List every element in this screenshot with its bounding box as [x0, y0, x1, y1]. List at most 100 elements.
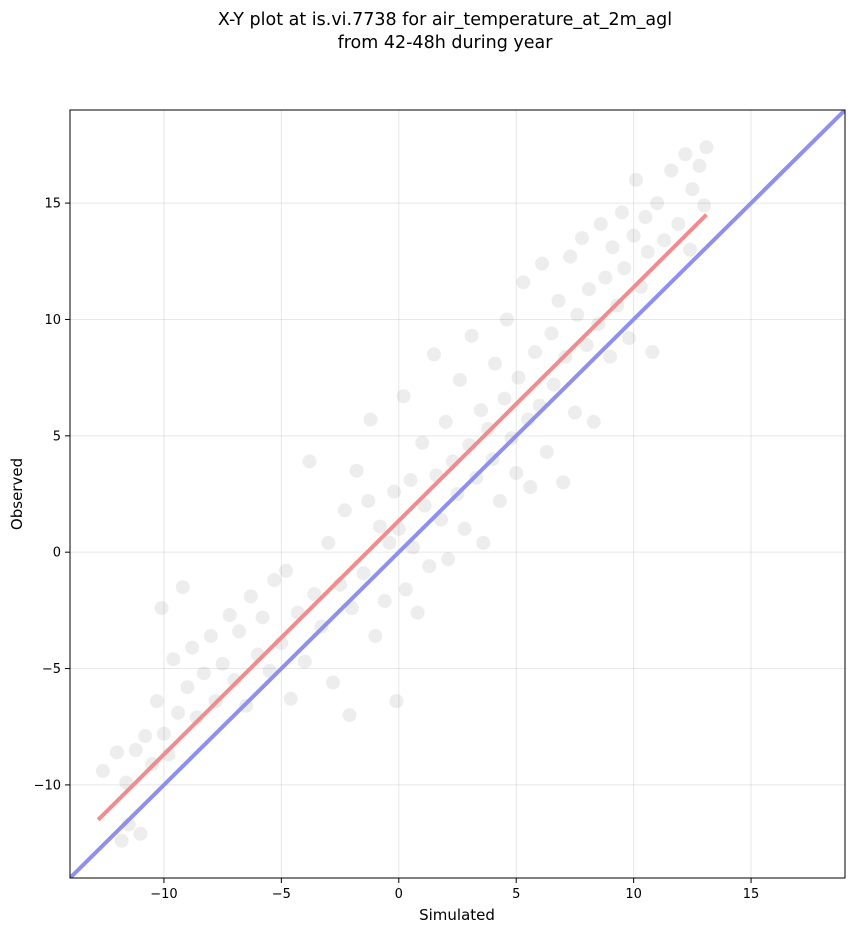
scatter-point: [389, 694, 404, 709]
scatter-point: [657, 233, 672, 248]
scatter-point: [215, 656, 230, 671]
scatter-point: [175, 580, 190, 595]
scatter-point: [603, 349, 618, 364]
scatter-point: [441, 552, 456, 567]
scatter-point: [415, 435, 430, 450]
scatter-point: [650, 196, 665, 211]
x-tick-label: −5: [272, 887, 291, 902]
x-tick-label: −10: [150, 887, 177, 902]
scatter-point: [516, 275, 531, 290]
scatter-point: [337, 503, 352, 518]
scatter-point: [349, 463, 364, 478]
scatter-point: [678, 147, 693, 162]
x-tick-label: 5: [512, 887, 520, 902]
scatter-point: [586, 414, 601, 429]
scatter-point: [342, 708, 357, 723]
scatter-point: [563, 249, 578, 264]
scatter-point: [699, 140, 714, 155]
scatter-point: [488, 356, 503, 371]
y-tick-label: 15: [44, 197, 61, 212]
x-axis-label: Simulated: [419, 906, 495, 924]
scatter-point: [697, 198, 712, 213]
scatter-point: [185, 640, 200, 655]
scatter-point: [410, 605, 425, 620]
y-tick-label: −10: [34, 778, 61, 793]
scatter-point: [109, 745, 124, 760]
scatter-point: [255, 610, 270, 625]
scatter-point: [361, 493, 376, 508]
scatter-point: [166, 652, 181, 667]
scatter-point: [403, 473, 418, 488]
scatter-point: [626, 228, 641, 243]
scatter-point: [617, 261, 632, 276]
scatter-point: [227, 673, 242, 688]
scatter-point: [138, 729, 153, 744]
scatter-point: [398, 582, 413, 597]
scatter-point: [556, 475, 571, 490]
scatter-point: [326, 675, 341, 690]
scatter-point: [232, 624, 247, 639]
scatter-point: [377, 594, 392, 609]
scatter-point: [95, 763, 110, 778]
scatter-point: [481, 421, 496, 436]
scatter-point: [605, 240, 620, 255]
chart-title-line-1: X-Y plot at is.vi.7738 for air_temperatu…: [218, 10, 672, 30]
scatter-point: [267, 573, 282, 588]
scatter-point: [427, 347, 442, 362]
scatter-point: [511, 370, 526, 385]
scatter-point: [297, 654, 312, 669]
scatter-point: [551, 293, 566, 308]
scatter-point: [692, 158, 707, 173]
scatter-point: [283, 691, 298, 706]
y-tick-label: 0: [53, 546, 61, 561]
scatter-point: [593, 217, 608, 232]
plot-frame: [69, 109, 846, 879]
scatter-point: [535, 256, 550, 271]
y-axis-label: Observed: [8, 458, 26, 530]
y-tick-label: 5: [53, 429, 61, 444]
scatter-point: [114, 833, 129, 848]
scatter-point: [544, 326, 559, 341]
scatter-point: [356, 566, 371, 581]
scatter-point: [279, 563, 294, 578]
scatter-point: [628, 172, 643, 187]
scatter-point: [452, 372, 467, 387]
fit-line: [70, 110, 845, 878]
scatter-point: [368, 628, 383, 643]
scatter-point: [476, 535, 491, 550]
scatter-point: [457, 521, 472, 536]
scatter-point: [464, 328, 479, 343]
y-tick-label: 10: [44, 313, 61, 328]
scatter-point: [417, 498, 432, 513]
scatter-point: [196, 666, 211, 681]
scatter-point: [203, 628, 218, 643]
x-tick-label: 15: [743, 887, 760, 902]
scatter-point: [243, 589, 258, 604]
scatter-point: [149, 694, 164, 709]
scatter-point: [180, 680, 195, 695]
scatter-point: [614, 205, 629, 220]
scatter-point: [645, 345, 660, 360]
fit-line: [96, 213, 708, 822]
scatter-point: [307, 587, 322, 602]
scatter-point: [222, 608, 237, 623]
scatter-point: [621, 331, 636, 346]
scatter-point: [373, 519, 387, 534]
scatter-point: [422, 559, 437, 574]
scatter-point: [171, 705, 186, 720]
scatter-point: [509, 466, 524, 481]
scatter-point: [683, 242, 697, 257]
scatter-point: [574, 231, 589, 245]
scatter-point: [528, 345, 542, 360]
axis-ticks: −10 −5 0 5 10 15 −10 −5 0 5 10 15: [34, 197, 760, 902]
x-tick-label: 0: [395, 887, 403, 902]
grid: [70, 110, 845, 878]
scatter-point: [128, 743, 143, 757]
scatter-point: [570, 307, 585, 322]
scatter-points: [95, 140, 714, 848]
scatter-point: [638, 210, 653, 225]
scatter-point: [640, 244, 655, 259]
scatter-point: [154, 601, 169, 616]
scatter-point: [546, 377, 561, 392]
